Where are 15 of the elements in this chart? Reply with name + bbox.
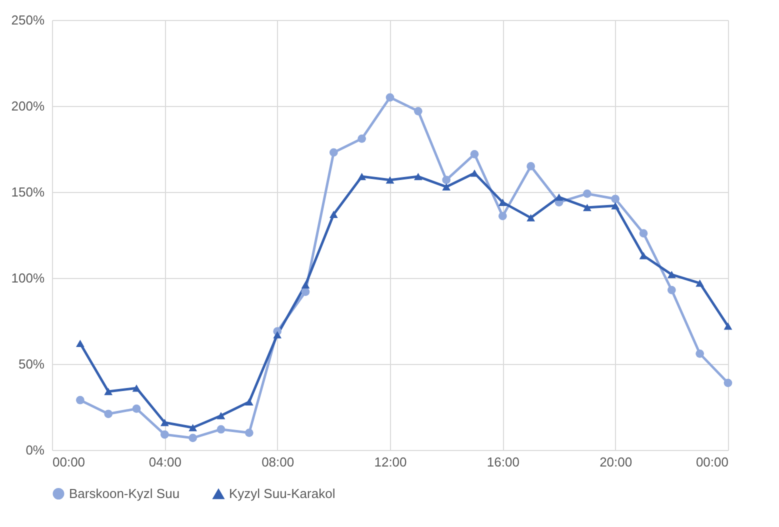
x-tick-label: 08:00 (262, 454, 294, 470)
y-tick-label: 150% (11, 184, 45, 200)
x-tick-label: 12:00 (374, 454, 407, 470)
y-tick-label: 0% (26, 442, 45, 458)
x-tick-label: 00:00 (52, 454, 86, 470)
x-tick-label: 04:00 (148, 454, 182, 470)
y-tick-label: 100% (11, 270, 45, 286)
x-tick-label: 16:00 (486, 454, 520, 470)
y-tick-label: 250% (11, 12, 45, 28)
y-tick-label: 200% (11, 98, 45, 114)
legend-label: Barskoon-Kyzl Suu (69, 486, 180, 501)
x-tick-label: 00:00 (696, 454, 728, 470)
y-tick-label: 50% (18, 356, 45, 372)
x-tick-label: 20:00 (600, 454, 632, 470)
legend-label: Kyzyl Suu-Karakol (229, 486, 336, 502)
